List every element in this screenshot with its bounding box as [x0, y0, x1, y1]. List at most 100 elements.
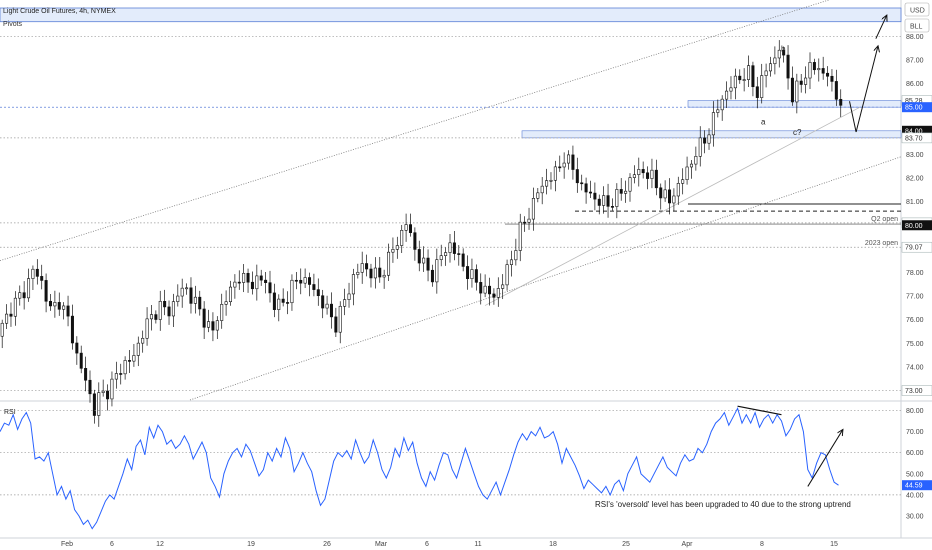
candle-body [777, 49, 781, 59]
candle-body [400, 230, 404, 246]
candle-body [575, 169, 579, 184]
candle-body [685, 166, 689, 180]
price-tag [901, 241, 932, 253]
candle-body [509, 259, 513, 265]
candle-body [193, 296, 197, 304]
price-tag [901, 385, 932, 396]
candle-body [325, 303, 329, 309]
candle-body [646, 172, 650, 179]
candle-body [18, 292, 22, 299]
candle-body [545, 180, 549, 187]
candle-body [571, 154, 575, 170]
candle-body [5, 313, 9, 324]
candle-body [549, 179, 553, 182]
candle-body [149, 314, 153, 320]
candle-body [689, 163, 693, 168]
candle-body [637, 169, 641, 175]
candle-body [277, 298, 281, 310]
candle-body [514, 250, 518, 261]
candle-body [553, 166, 557, 181]
candle-body [738, 75, 742, 81]
unit-box [904, 18, 930, 33]
candle-body [106, 390, 110, 400]
candle-body [518, 221, 522, 251]
time-tick: 6 [425, 541, 429, 548]
chart-title: Light Crude Oil Futures, 4h, NYMEX [3, 8, 116, 15]
candle-body [562, 162, 566, 168]
time-tick: Feb [61, 541, 73, 548]
candle-body [501, 284, 505, 289]
candle-body [580, 182, 584, 185]
candle-body [329, 303, 333, 318]
candle-body [62, 305, 66, 310]
candle-body [259, 275, 263, 281]
candle-body [610, 206, 614, 208]
candle-body [694, 156, 698, 165]
candle-body [650, 169, 654, 179]
candle-body [492, 293, 496, 298]
candle-body [413, 232, 417, 250]
candles [0, 40, 843, 427]
candle-body [75, 342, 79, 354]
candle-body [316, 289, 320, 297]
candle-body [0, 322, 4, 337]
wave-label-c: c? [793, 128, 802, 137]
candle-body [461, 253, 465, 267]
price-tag [902, 125, 932, 136]
candle-body [281, 298, 285, 303]
candle-body [347, 293, 351, 300]
price-tick: 86.00 [906, 81, 924, 88]
candle-body [668, 189, 672, 204]
candle-body [659, 187, 663, 199]
candle-body [141, 337, 145, 344]
candle-body [395, 245, 399, 250]
candle-body [382, 274, 386, 278]
candle-body [531, 198, 535, 220]
candle-body [373, 267, 377, 279]
candle-body [558, 166, 562, 169]
price-tag [901, 132, 932, 144]
channel-lower [189, 156, 902, 401]
candle-body [154, 314, 158, 320]
candle-body [119, 373, 123, 375]
candle-body [834, 81, 838, 100]
candle-body [448, 242, 452, 253]
candle-body [70, 315, 74, 344]
candle-body [237, 281, 241, 284]
candle-body [426, 257, 430, 271]
candle-body [602, 195, 606, 206]
candle-body [360, 263, 364, 273]
candle-body [747, 65, 751, 80]
candle-body [466, 266, 470, 279]
unit-label: BLL [910, 24, 923, 31]
rsi-line [0, 406, 839, 530]
candle-body [303, 277, 307, 284]
candle-body [795, 80, 799, 103]
candle-body [720, 98, 724, 111]
candle-body [505, 264, 509, 286]
candle-body [812, 62, 816, 71]
candle-body [220, 304, 224, 321]
candle-body [228, 286, 232, 303]
candle-body [158, 300, 162, 320]
price-tick: 75.00 [906, 341, 924, 348]
candle-body [185, 287, 189, 290]
projection-arrow [875, 15, 887, 39]
rsi-tick: 60.00 [906, 450, 924, 457]
time-tick: Mar [375, 541, 388, 548]
candle-body [294, 279, 298, 282]
candle-body [378, 267, 382, 278]
candle-body [439, 255, 443, 260]
candle-body [268, 282, 272, 294]
time-tick: 8 [760, 541, 764, 548]
candle-body [123, 360, 127, 375]
rsi-arrow [807, 429, 843, 487]
candle-body [255, 275, 259, 290]
candle-body [211, 321, 215, 331]
trendline-support [484, 106, 861, 306]
candle-body [321, 295, 325, 309]
price-tick: 88.00 [906, 34, 924, 41]
candle-body [457, 253, 461, 255]
candle-body [92, 393, 96, 416]
